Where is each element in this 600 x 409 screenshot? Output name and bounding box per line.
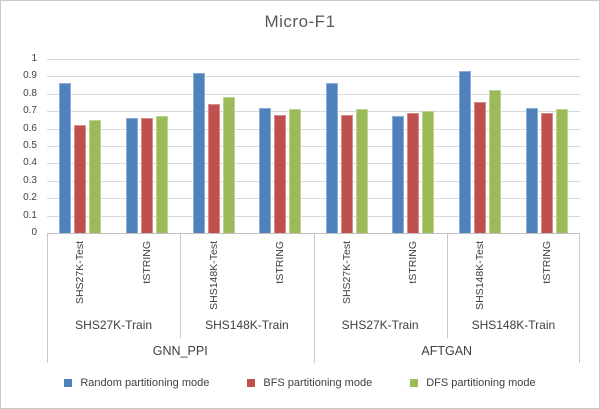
bar [525, 108, 538, 233]
y-tick-label: 0.6 [23, 122, 37, 134]
bar-group [380, 59, 447, 233]
bar-group [447, 59, 514, 233]
bar-group [314, 59, 381, 233]
bar [392, 116, 405, 233]
bar [325, 83, 338, 233]
y-tick-label: 0.8 [23, 87, 37, 99]
category-separator [447, 234, 448, 338]
category-cell: SHS27K-Test [47, 234, 114, 312]
chart-title: Micro-F1 [264, 12, 336, 31]
y-tick-label: 0 [31, 227, 37, 238]
train-group-labels-row: SHS27K-Train SHS148K-Train SHS27K-Train SHS… [47, 312, 580, 338]
bar [459, 71, 472, 233]
model-group-label: AFTGAN [421, 343, 473, 358]
bar [474, 102, 487, 233]
category-axis-area: SHS27K-Test tSTRING SHS148K-Test tSTRING SHS… [47, 234, 580, 363]
bar [192, 73, 205, 233]
bar [422, 111, 435, 233]
model-group-label: GNN_PPI [152, 343, 208, 358]
gridline [47, 215, 580, 217]
bar [207, 104, 220, 233]
model-group-labels-row: GNN_PPI AFTGAN [47, 338, 580, 363]
category-separator [579, 234, 580, 363]
bar [340, 115, 353, 233]
bar [289, 109, 302, 233]
y-tick-label: 1 [31, 53, 37, 64]
category-separator [314, 234, 315, 363]
train-group-label: SHS148K-Train [471, 318, 556, 332]
bar-group [513, 59, 580, 233]
bar [125, 118, 138, 233]
category-label: tSTRING [140, 241, 153, 284]
category-separator [47, 234, 48, 363]
bar [355, 109, 368, 233]
y-tick-label: 0.3 [23, 174, 37, 186]
category-label: SHS27K-Test [74, 241, 87, 305]
bar [540, 113, 553, 233]
bar [407, 113, 420, 233]
category-cell: tSTRING [380, 234, 447, 312]
gridline [47, 59, 580, 60]
legend-swatch-icon [410, 379, 419, 387]
bar [140, 118, 153, 233]
bar-group [114, 59, 181, 233]
legend-item: BFS partitioning mode [247, 377, 372, 389]
y-tick-label: 0.2 [23, 192, 37, 204]
gridline [47, 146, 580, 147]
legend-item: Random partitioning mode [64, 377, 209, 389]
bar [59, 83, 72, 233]
bar [74, 125, 87, 233]
gridline [47, 93, 580, 95]
y-tick-label: 0.7 [23, 105, 37, 117]
category-cell: tSTRING [247, 234, 314, 312]
plot-area [47, 59, 580, 234]
category-label: tSTRING [407, 241, 420, 284]
bar [489, 90, 502, 233]
gridline [47, 111, 580, 113]
y-axis: 1 0.9 0.8 0.7 0.6 0.5 0.4 0.3 0.2 0.1 0 [1, 53, 41, 238]
legend-label: BFS partitioning mode [263, 377, 373, 389]
category-cell: SHS148K-Test [180, 234, 247, 312]
bar-groups [47, 59, 580, 233]
y-tick-label: 0.1 [23, 209, 37, 221]
legend: Random partitioning mode BFS partitioning… [1, 373, 599, 393]
bar-group [47, 59, 114, 233]
legend-label: DFS partitioning mode [426, 377, 536, 389]
bar [555, 109, 568, 233]
bar-group [247, 59, 314, 233]
gridline [47, 128, 580, 130]
gridline [47, 198, 580, 200]
bar [155, 116, 168, 233]
bar [274, 115, 287, 233]
category-cell: tSTRING [513, 234, 580, 312]
category-separator [180, 234, 181, 338]
y-tick-label: 0.9 [23, 70, 37, 82]
category-cell: SHS148K-Test [447, 234, 514, 312]
y-tick-label: 0.4 [23, 157, 37, 169]
category-cell: SHS27K-Test [314, 234, 381, 312]
legend-item: DFS partitioning mode [410, 377, 536, 389]
gridline [47, 180, 580, 182]
category-label: tSTRING [274, 241, 287, 284]
train-group-label: SHS27K-Train [341, 318, 419, 332]
x-axis-line [47, 233, 580, 234]
category-label: SHS148K-Test [474, 241, 487, 310]
legend-swatch-icon [64, 379, 73, 387]
y-tick-label: 0.5 [23, 140, 37, 151]
bar [222, 97, 235, 233]
legend-label: Random partitioning mode [80, 377, 210, 389]
train-group-label: SHS148K-Train [205, 318, 289, 332]
bar [89, 120, 102, 233]
legend-swatch-icon [247, 379, 256, 387]
train-group-label: SHS27K-Train [75, 318, 153, 332]
gridline [47, 76, 580, 78]
category-label: SHS148K-Test [207, 241, 220, 310]
bar-group [180, 59, 247, 233]
bar [259, 108, 272, 233]
category-cell: tSTRING [114, 234, 181, 312]
gridline [47, 163, 580, 165]
category-label: tSTRING [540, 241, 553, 284]
category-label: SHS27K-Test [340, 241, 353, 305]
